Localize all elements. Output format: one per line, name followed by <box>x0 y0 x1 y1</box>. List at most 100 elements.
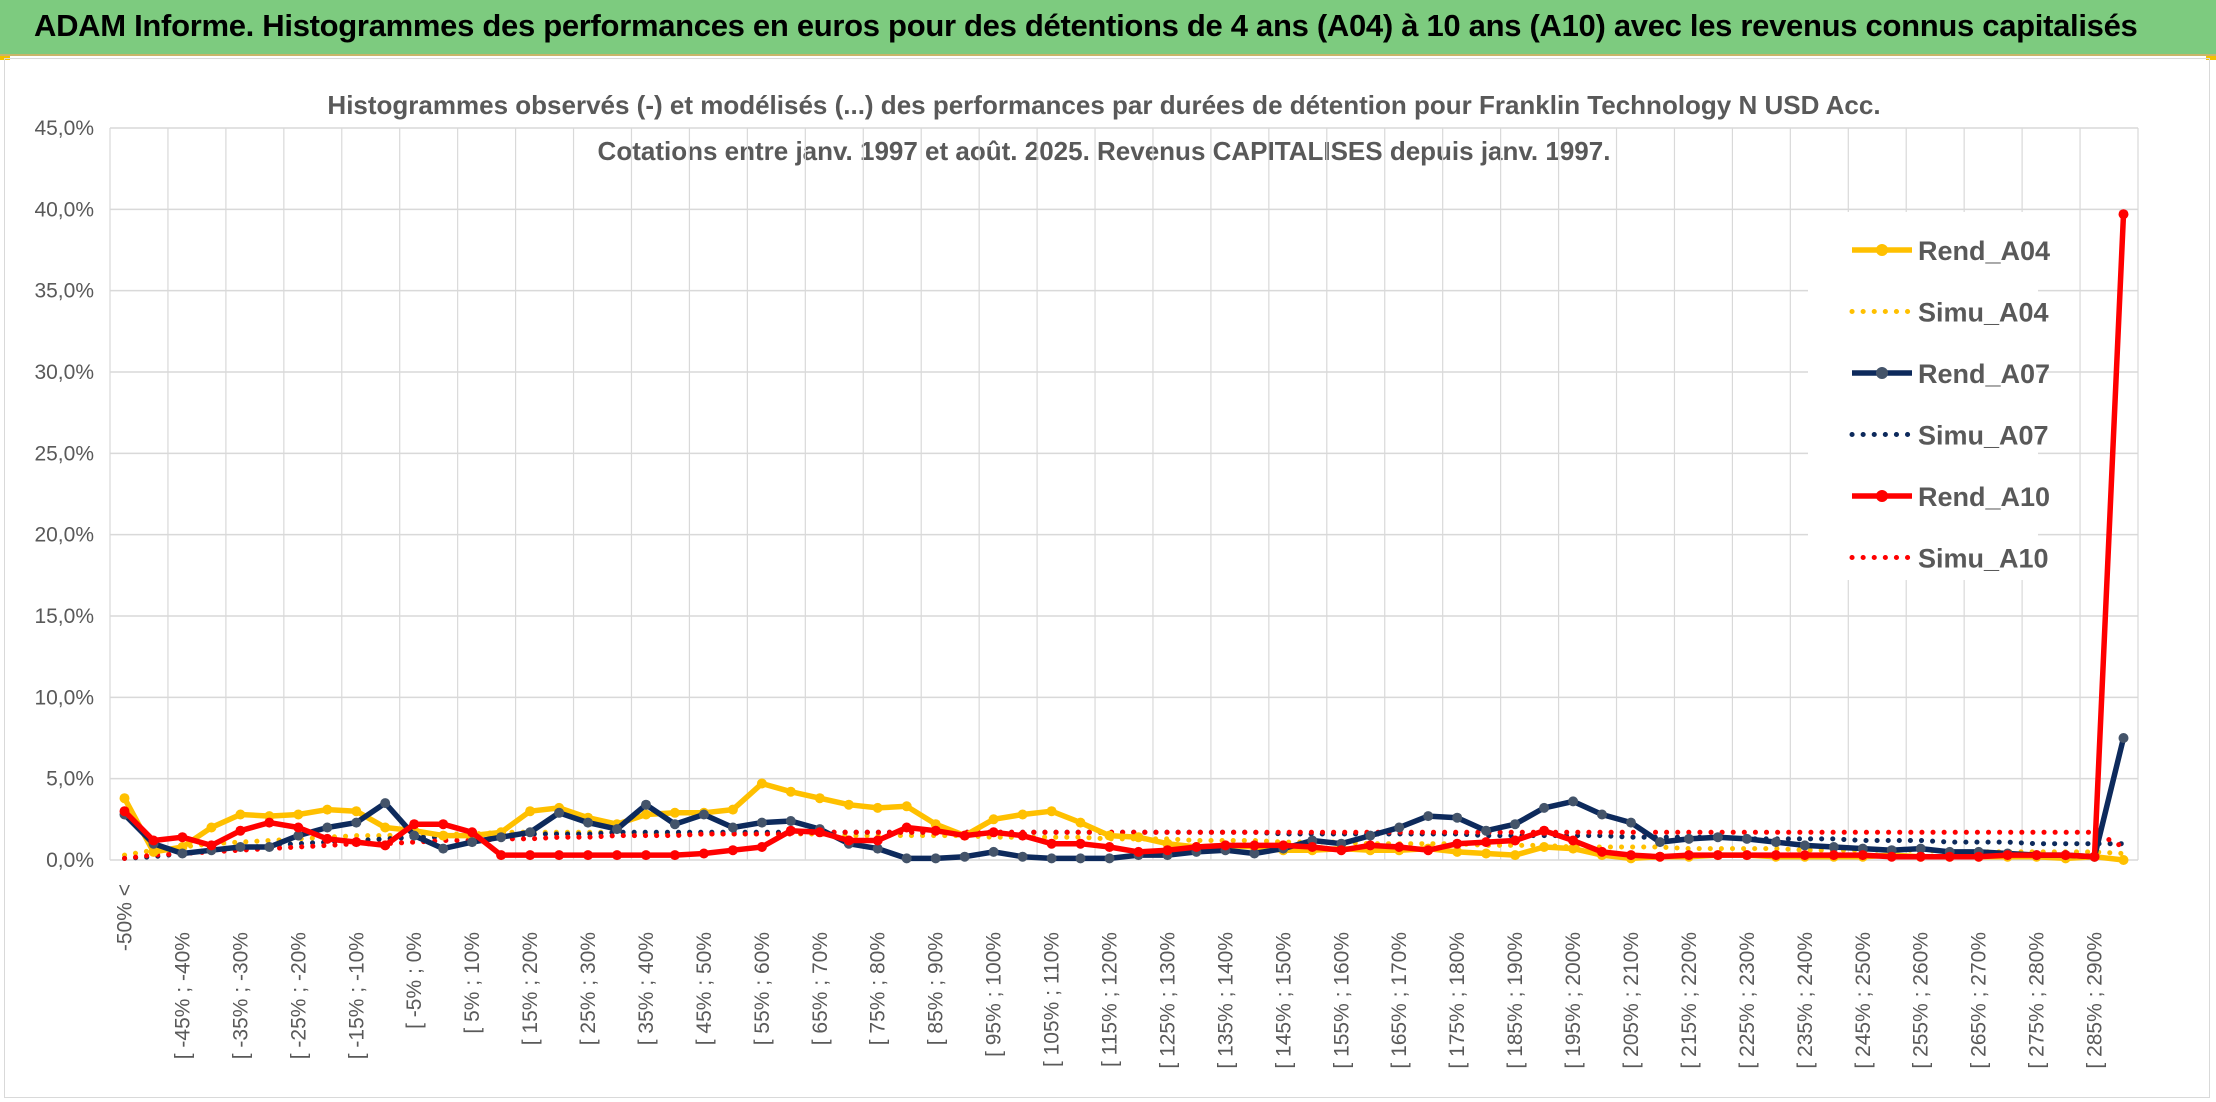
data-point <box>1539 842 1550 852</box>
x-tick-label: [ 105% ; 110% <box>1041 932 1064 1067</box>
data-point <box>1365 840 1376 851</box>
data-point <box>1770 850 1781 861</box>
data-point <box>1133 846 1144 857</box>
data-point <box>814 793 825 804</box>
data-point <box>438 830 449 841</box>
data-point <box>756 842 767 852</box>
x-tick-label: [ -15% ; -10% <box>345 932 368 1059</box>
data-point <box>1017 809 1028 820</box>
data-point <box>698 809 709 820</box>
data-point <box>1046 838 1057 849</box>
data-point <box>1683 833 1694 844</box>
legend-label: Simu_A10 <box>1918 544 2049 574</box>
x-axis-ticks: -50% < [ -45% ; -40% [ -35% ; -30% [ -25% ;… <box>113 884 2106 1069</box>
data-point <box>351 837 362 848</box>
data-point <box>1249 848 1260 859</box>
data-point <box>959 851 970 862</box>
data-point <box>322 833 333 844</box>
data-point <box>669 850 680 861</box>
data-point <box>1655 851 1665 862</box>
data-point <box>467 837 478 848</box>
y-axis-ticks: 0,0% 5,0% 10,0% 15,0% 20,0% 25,0% 30,0% 35,0% 40… <box>34 117 94 872</box>
data-point <box>669 807 680 818</box>
data-point <box>1712 832 1723 843</box>
data-point <box>525 827 536 838</box>
data-point <box>872 835 883 846</box>
data-point <box>293 809 304 820</box>
data-point <box>727 804 738 815</box>
y-tick-label: 15,0% <box>34 605 94 628</box>
data-point <box>1799 840 1810 851</box>
frame-corner-right <box>2206 56 2216 60</box>
data-point <box>1423 845 1434 856</box>
data-point <box>2002 850 2013 861</box>
y-tick-label: 35,0% <box>34 280 94 303</box>
x-tick-label: [ 205% ; 210% <box>1620 932 1643 1069</box>
x-tick-label: [ 55% ; 60% <box>751 932 774 1045</box>
data-point <box>872 843 883 854</box>
data-point <box>1481 825 1492 836</box>
legend: Rend_A04 Simu_A04 Rend_A07 Simu_A07 Rend_A10… <box>1808 212 2050 580</box>
data-point <box>901 801 912 812</box>
series-line-rend-a10 <box>121 211 2127 860</box>
legend-item-simu-a10: Simu_A10 <box>1849 544 2049 574</box>
data-point <box>1712 850 1723 861</box>
data-point <box>2118 209 2129 220</box>
data-point <box>1741 850 1752 861</box>
data-point <box>641 809 651 820</box>
data-point <box>930 825 941 836</box>
data-point <box>2118 855 2129 865</box>
data-point <box>1770 837 1781 848</box>
data-point <box>1510 850 1521 861</box>
data-point <box>2118 733 2129 743</box>
data-point <box>1162 845 1173 856</box>
x-tick-label: [ 145% ; 150% <box>1272 932 1295 1069</box>
banner-title: ADAM Informe. Histogrammes des performan… <box>34 8 2138 43</box>
x-tick-label: [ 165% ; 170% <box>1388 932 1411 1069</box>
x-tick-label: [ 285% ; 290% <box>2084 932 2107 1069</box>
x-tick-label: [ 175% ; 180% <box>1446 932 1469 1069</box>
x-tick-label: [ 75% ; 80% <box>867 932 890 1045</box>
data-point <box>380 822 391 833</box>
data-point <box>1915 843 1926 854</box>
data-point <box>1626 817 1636 828</box>
y-tick-label: 20,0% <box>34 524 94 547</box>
data-point <box>1452 812 1463 823</box>
x-tick-label: [ -35% ; -30% <box>229 932 252 1059</box>
data-point <box>1423 811 1434 822</box>
data-point <box>2060 850 2071 861</box>
data-point <box>1336 845 1347 856</box>
legend-label: Simu_A07 <box>1918 421 2049 451</box>
data-point <box>843 799 854 810</box>
chart-frame <box>4 58 2210 1098</box>
data-point <box>264 817 275 828</box>
y-tick-label: 10,0% <box>34 686 94 709</box>
data-point <box>235 809 246 820</box>
data-point <box>206 840 217 851</box>
data-point <box>1220 840 1231 851</box>
data-point <box>1394 842 1405 852</box>
data-point <box>785 825 796 836</box>
data-point <box>264 842 275 852</box>
data-point <box>1857 850 1868 861</box>
data-point <box>438 843 449 854</box>
data-point <box>206 822 217 833</box>
legend-label: Rend_A04 <box>1918 236 2050 266</box>
data-point <box>554 807 565 818</box>
data-point <box>409 819 420 830</box>
data-point <box>1915 851 1926 862</box>
gridlines <box>109 127 2139 861</box>
x-tick-label: [ 275% ; 280% <box>2026 932 2049 1069</box>
series-line-simu-a10 <box>122 829 2126 861</box>
legend-marker <box>1876 367 1888 379</box>
x-tick-label: [ 135% ; 140% <box>1214 932 1237 1069</box>
data-point <box>438 819 449 830</box>
data-point <box>525 806 536 817</box>
data-point <box>1075 817 1086 828</box>
data-point <box>1828 842 1839 852</box>
data-point <box>583 850 593 861</box>
data-point <box>641 850 651 861</box>
y-tick-label: 30,0% <box>34 361 94 384</box>
data-point <box>1568 843 1579 854</box>
legend-label: Simu_A04 <box>1918 298 2049 328</box>
